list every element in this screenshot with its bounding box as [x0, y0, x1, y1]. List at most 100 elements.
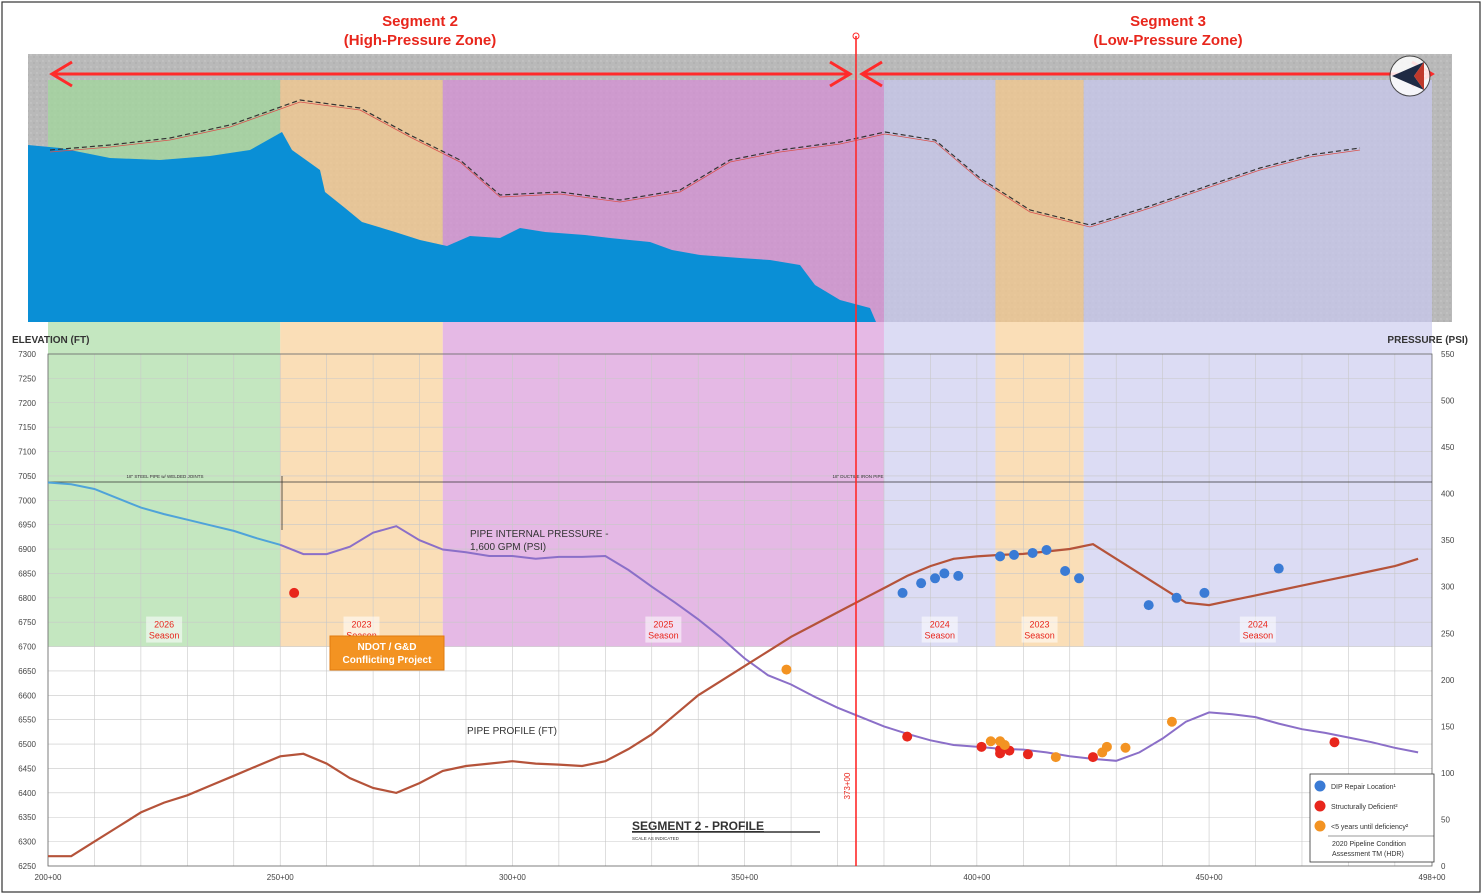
- marker-blue: [1074, 573, 1085, 584]
- marker-red: [976, 741, 987, 752]
- segment-2-arrow-left-head: [49, 60, 73, 88]
- conflicting-project-line-2: Conflicting Project: [343, 655, 433, 666]
- season-year-label: 2024: [1248, 620, 1268, 630]
- legend-source-line-2: Assessment TM (HDR): [1332, 851, 1404, 858]
- y-tick-label: 6850: [18, 569, 36, 578]
- chart-series: [47, 481, 1419, 858]
- season-zone-5: [995, 322, 1084, 647]
- season-zone-6: [1083, 322, 1432, 647]
- y2-tick-label: 400: [1441, 490, 1455, 499]
- y-tick-label: 7250: [18, 374, 36, 383]
- y-tick-label: 7150: [18, 423, 36, 432]
- plan-zone-4: [883, 80, 996, 322]
- y-tick-label: 6550: [18, 716, 36, 725]
- x-tick-label: 200+00: [35, 873, 62, 882]
- pipeline-alignment: [49, 99, 1361, 226]
- plan-zone-5: [995, 80, 1084, 322]
- legend-source-line-1: 2020 Pipeline Condition: [1332, 841, 1406, 848]
- chart-legend: DIP Repair Location¹ Structurally Defici…: [1309, 773, 1435, 863]
- y-tick-label: 6350: [18, 813, 36, 822]
- season-label-backing: [1021, 616, 1058, 643]
- pressure-series-label-line-1: PIPE INTERNAL PRESSURE -: [470, 529, 609, 540]
- x-axis-ticks: 200+00 250+00 300+00 350+00 400+00 450+00 498+…: [35, 873, 1446, 882]
- marker-blue: [1171, 592, 1182, 603]
- marker-orange: [781, 664, 792, 675]
- season-year-label: 2023: [1030, 620, 1050, 630]
- y2-tick-label: 550: [1441, 350, 1455, 359]
- plot-frame: [47, 353, 1433, 867]
- marker-blue: [1143, 600, 1154, 611]
- season-label-backing: [921, 616, 958, 643]
- y2-tick-label: 100: [1441, 769, 1455, 778]
- pipe-material-a-label: 18" STEEL PIPE w/ WELDED JOINTS: [127, 474, 204, 479]
- pressure-series-label-line-2: 1,600 GPM (PSI): [470, 542, 546, 553]
- y-tick-label: 6700: [18, 643, 36, 652]
- aerial-plan-view: [28, 54, 1452, 322]
- y-tick-label: 6650: [18, 667, 36, 676]
- x-tick-label: 498+00: [1419, 873, 1446, 882]
- y2-tick-label: 50: [1441, 815, 1450, 824]
- season-year-label: 2024: [930, 620, 950, 630]
- y2-tick-label: 250: [1441, 629, 1455, 638]
- marker-blue: [1027, 547, 1038, 558]
- marker-orange: [1101, 741, 1112, 752]
- x-tick-label: 350+00: [731, 873, 758, 882]
- chart-grid: [47, 353, 1433, 867]
- legend-item-dip-repair: DIP Repair Location¹: [1331, 784, 1397, 791]
- profile-series-label: PIPE PROFILE (FT): [467, 726, 557, 737]
- segment-2-subtitle: (High-Pressure Zone): [344, 32, 497, 49]
- marker-red: [902, 731, 913, 742]
- marker-orange: [985, 736, 996, 747]
- y-tick-label: 7050: [18, 472, 36, 481]
- marker-blue: [1009, 549, 1020, 560]
- season-zone-1: [48, 322, 281, 647]
- segment-2-title: Segment 2: [382, 13, 458, 30]
- marker-blue: [930, 573, 941, 584]
- segment-3-subtitle: (Low-Pressure Zone): [1093, 32, 1242, 49]
- marker-blue: [953, 570, 964, 581]
- marker-blue: [939, 568, 950, 579]
- profile-series-line: [48, 543, 1419, 858]
- marker-orange: [1166, 716, 1177, 727]
- season-zone-2: [280, 322, 443, 647]
- chart-markers: [289, 545, 1340, 763]
- season-word-label: Season: [149, 631, 180, 641]
- season-year-label: 2023: [351, 620, 371, 630]
- marker-blue: [1041, 545, 1052, 556]
- pipe-material-b-label: 18" DUCTILE IRON PIPE: [832, 474, 883, 479]
- season-label-backing: [645, 616, 682, 643]
- y-tick-label: 6800: [18, 594, 36, 603]
- marker-blue: [1273, 563, 1284, 574]
- season-label-backing: [1239, 616, 1276, 643]
- y2-tick-label: 450: [1441, 443, 1455, 452]
- legend-box: [1309, 773, 1435, 863]
- right-axis-ticks: 0 50 100 150 200 250 300 350 400 450 500 550: [1441, 350, 1455, 871]
- marker-orange: [999, 739, 1010, 750]
- x-tick-label: 400+00: [963, 873, 990, 882]
- conflicting-project-callout: [329, 635, 445, 671]
- season-word-label: Season: [648, 631, 679, 641]
- season-label-backing: [146, 616, 183, 643]
- segment-profile-scale: SCALE AS INDICATED: [632, 836, 680, 841]
- y-tick-label: 7000: [18, 496, 36, 505]
- y2-tick-label: 0: [1441, 862, 1446, 871]
- y-tick-label: 6400: [18, 789, 36, 798]
- marker-blue: [995, 551, 1006, 562]
- y-tick-label: 6750: [18, 618, 36, 627]
- y-tick-label: 7300: [18, 350, 36, 359]
- y2-axis-title: PRESSURE (PSI): [1387, 335, 1468, 346]
- legend-orange-marker-icon: [1314, 820, 1326, 832]
- x-tick-label: 300+00: [499, 873, 526, 882]
- station-divider-cap: [852, 32, 860, 40]
- y2-tick-label: 150: [1441, 722, 1455, 731]
- marker-red: [1022, 749, 1033, 760]
- segment-3-arrow-left-head: [859, 60, 883, 88]
- y2-tick-label: 200: [1441, 676, 1455, 685]
- water-body: [28, 132, 876, 322]
- marker-orange: [1120, 742, 1131, 753]
- y-tick-label: 6900: [18, 545, 36, 554]
- season-zone-3: [442, 322, 884, 647]
- y-axis-title: ELEVATION (FT): [12, 335, 89, 346]
- season-word-label: Season: [924, 631, 955, 641]
